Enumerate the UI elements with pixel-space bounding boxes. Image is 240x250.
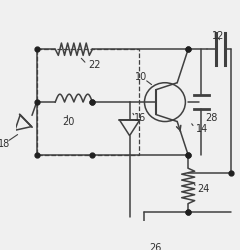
- Text: 12: 12: [212, 31, 225, 41]
- Text: 20: 20: [63, 116, 75, 126]
- Text: 28: 28: [205, 113, 217, 123]
- Text: 26: 26: [149, 243, 162, 250]
- Text: 24: 24: [198, 184, 210, 194]
- Text: 18: 18: [0, 140, 10, 149]
- Text: 16: 16: [134, 113, 146, 123]
- Bar: [37, 49, 139, 155]
- Text: 14: 14: [196, 124, 208, 134]
- Text: 22: 22: [89, 60, 101, 70]
- Text: 10: 10: [135, 72, 147, 83]
